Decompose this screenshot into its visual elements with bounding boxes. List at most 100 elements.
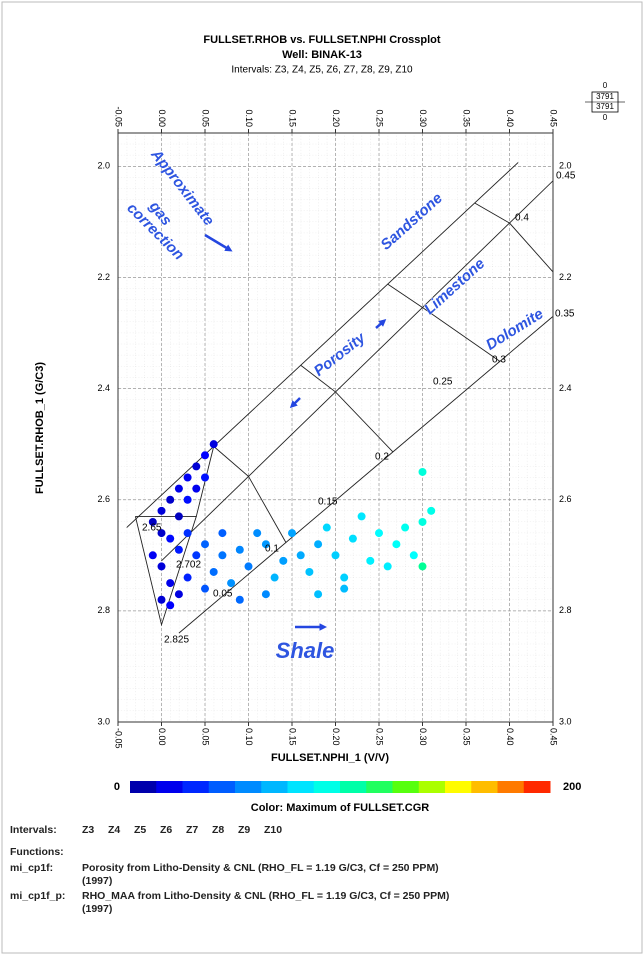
- y-tick-label: 2.2: [97, 272, 110, 282]
- point: [366, 556, 375, 565]
- function-name: mi_cp1f_p:: [10, 890, 65, 902]
- overlays: [126, 162, 553, 634]
- porosity-label: 0.25: [433, 377, 453, 388]
- y-tick-label: 2.8: [559, 605, 572, 615]
- x-tick-label: 0.45: [549, 728, 559, 746]
- point: [201, 473, 209, 482]
- y-tick-label: 2.0: [97, 161, 110, 171]
- point: [174, 512, 183, 521]
- y-tick-label: 3.0: [559, 716, 572, 726]
- point: [357, 512, 366, 521]
- subtitle: Well: BINAK-13: [282, 49, 362, 61]
- count-inside: 3791: [596, 92, 614, 101]
- x-tick-label: 0.05: [201, 728, 211, 746]
- porosity-label: 0.15: [318, 497, 338, 508]
- point: [348, 534, 357, 543]
- y-axis-title: FULLSET.RHOB_1 (G/C3): [34, 362, 46, 494]
- interval: Z7: [186, 824, 198, 836]
- function-text: RHO_MAA from Litho-Density & CNL (RHO_FL…: [82, 890, 449, 902]
- point: [235, 595, 244, 604]
- points: [148, 440, 436, 610]
- interval: Z10: [264, 824, 282, 836]
- porosity-label: 0.05: [213, 589, 233, 600]
- point: [279, 556, 288, 565]
- function-year: (1997): [82, 875, 112, 887]
- point: [201, 584, 209, 593]
- colorbar-segment: [445, 781, 472, 793]
- x-tick-label: 0.10: [244, 728, 254, 746]
- point: [166, 579, 175, 588]
- y-tick-label: 2.4: [559, 383, 572, 393]
- point: [418, 562, 427, 571]
- x-tick-label: 0.00: [157, 728, 167, 746]
- point: [218, 529, 227, 538]
- colorbar-segment: [497, 781, 525, 793]
- point: [418, 517, 427, 526]
- interval: Z6: [160, 824, 172, 836]
- y-tick-label: 2.6: [559, 494, 572, 504]
- point: [174, 484, 183, 493]
- ticks: -0.05 -0.05 0.00 0.00 0.05 0.05 0.10 0.10 0.15 0.…: [97, 106, 571, 748]
- x-tick-label: -0.05: [114, 728, 124, 749]
- point: [261, 590, 270, 599]
- point: [183, 495, 192, 504]
- point: [305, 567, 314, 576]
- point: [427, 506, 436, 515]
- matrix-label: 2.702: [176, 560, 201, 571]
- arrow: [289, 397, 301, 409]
- point: [183, 529, 192, 538]
- point: [209, 440, 218, 449]
- point: [166, 534, 175, 543]
- intervals: Z3 Z4 Z5 Z6 Z7 Z8 Z9 Z10: [82, 824, 282, 836]
- point: [418, 467, 427, 476]
- overlay-line: [134, 515, 197, 627]
- point: [157, 529, 166, 538]
- point: [157, 595, 166, 604]
- x-tick-label: 0.15: [288, 728, 298, 746]
- point: [340, 584, 349, 593]
- y-tick-label: 2.2: [559, 272, 572, 282]
- x-tick-label: 0.05: [201, 109, 211, 127]
- colorbar-segment: [313, 781, 341, 793]
- overlay-line: [126, 162, 519, 528]
- point: [192, 484, 201, 493]
- point: [340, 573, 349, 582]
- porosity-label: 0.45: [556, 171, 576, 182]
- overlay-line: [213, 446, 287, 543]
- porosity-label: 0.1: [265, 544, 279, 555]
- x-tick-label: 0.20: [331, 109, 341, 127]
- function-name: mi_cp1f:: [10, 862, 53, 874]
- point: [322, 523, 331, 532]
- matrix-label: 2.825: [164, 635, 189, 646]
- porosity-label: 0.35: [555, 309, 575, 320]
- point: [383, 562, 392, 571]
- overlay-line: [161, 180, 553, 562]
- x-tick-label: 0.40: [505, 728, 515, 746]
- arrow: [204, 233, 233, 252]
- point: [174, 590, 183, 599]
- x-tick-label: 0.45: [549, 109, 559, 127]
- porosity-label: 0.2: [375, 452, 389, 463]
- point: [183, 473, 192, 482]
- point: [192, 551, 201, 560]
- point: [192, 462, 201, 471]
- overlay-line: [474, 202, 553, 273]
- colorbar-min: 0: [114, 781, 120, 793]
- point: [166, 495, 175, 504]
- x-tick-label: 0.00: [157, 109, 167, 127]
- overlay-line: [178, 316, 553, 634]
- overlay-line: [387, 283, 501, 362]
- point: [401, 523, 410, 532]
- point: [218, 551, 227, 560]
- footer-label: Intervals:: [10, 824, 57, 836]
- function-year: (1997): [82, 903, 112, 915]
- y-tick-label: 2.6: [97, 494, 110, 504]
- matrix-label: 2.65: [142, 523, 162, 534]
- interval: Z9: [238, 824, 250, 836]
- x-tick-label: 0.35: [462, 109, 472, 127]
- colorbar-title: Color: Maximum of FULLSET.CGR: [251, 802, 430, 814]
- y-tick-label: 3.0: [97, 716, 110, 726]
- x-tick-label: 0.30: [418, 728, 428, 746]
- interval: Z3: [82, 824, 94, 836]
